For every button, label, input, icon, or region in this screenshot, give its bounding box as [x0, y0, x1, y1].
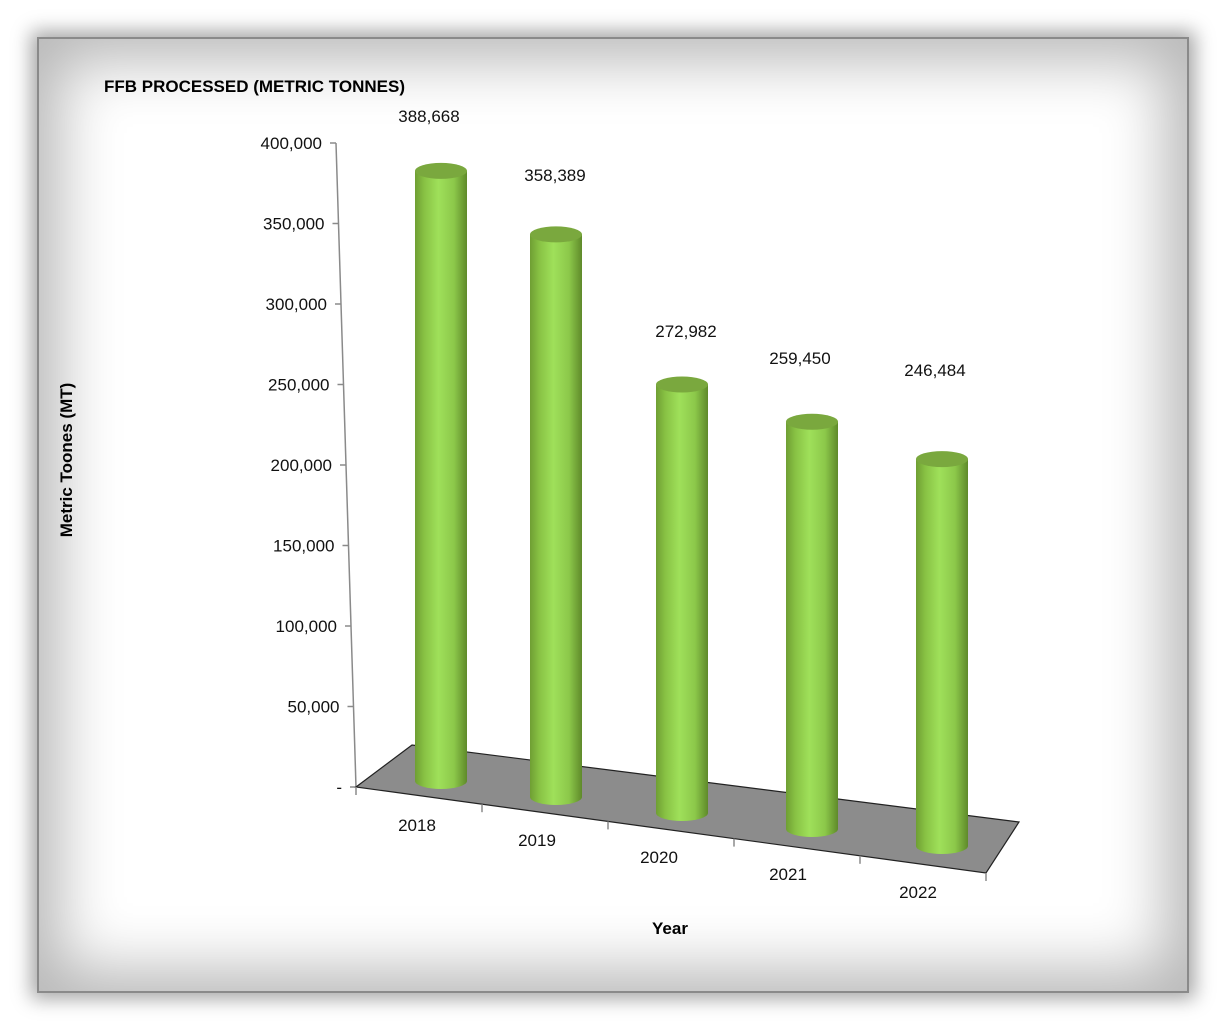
bar-2021: 259,450	[769, 349, 838, 837]
y-axis-title: Metric Toones (MT)	[57, 383, 76, 538]
bar-2020: 272,982	[655, 322, 717, 821]
y-tick-label: 200,000	[271, 456, 332, 475]
y-tick-label: 300,000	[266, 295, 327, 314]
x-tick-label: 2022	[899, 883, 937, 902]
x-axis-title: Year	[652, 919, 688, 938]
data-label: 272,982	[655, 322, 716, 341]
data-label: 358,389	[524, 166, 585, 185]
y-tick-label: 150,000	[273, 537, 334, 556]
y-tick-label: 400,000	[261, 134, 322, 153]
bar-2019: 358,389	[524, 166, 586, 805]
x-tick-label: 2019	[518, 831, 556, 850]
data-label: 246,484	[904, 361, 965, 380]
y-tick-label: -	[336, 778, 342, 797]
y-tick-label: 350,000	[263, 215, 324, 234]
x-axis-labels: 2018 2019 2020 2021 2022	[398, 816, 937, 902]
x-tick-label: 2020	[640, 848, 678, 867]
data-label: 388,668	[398, 107, 459, 126]
y-tick-label: 250,000	[268, 376, 329, 395]
data-label: 259,450	[769, 349, 830, 368]
y-axis: - 50,000 100,000 150,000 200,000 250,000 300,0…	[261, 134, 357, 797]
chart-title: FFB PROCESSED (METRIC TONNES)	[104, 77, 405, 96]
y-tick-label: 50,000	[288, 698, 340, 717]
y-tick-label: 100,000	[276, 617, 337, 636]
bar-2022: 246,484	[904, 361, 968, 854]
bars: 388,668 358,389 272,982 259,450 246,484	[398, 107, 968, 854]
x-tick-label: 2018	[398, 816, 436, 835]
bar-2018: 388,668	[398, 107, 467, 789]
x-tick-label: 2021	[769, 865, 807, 884]
